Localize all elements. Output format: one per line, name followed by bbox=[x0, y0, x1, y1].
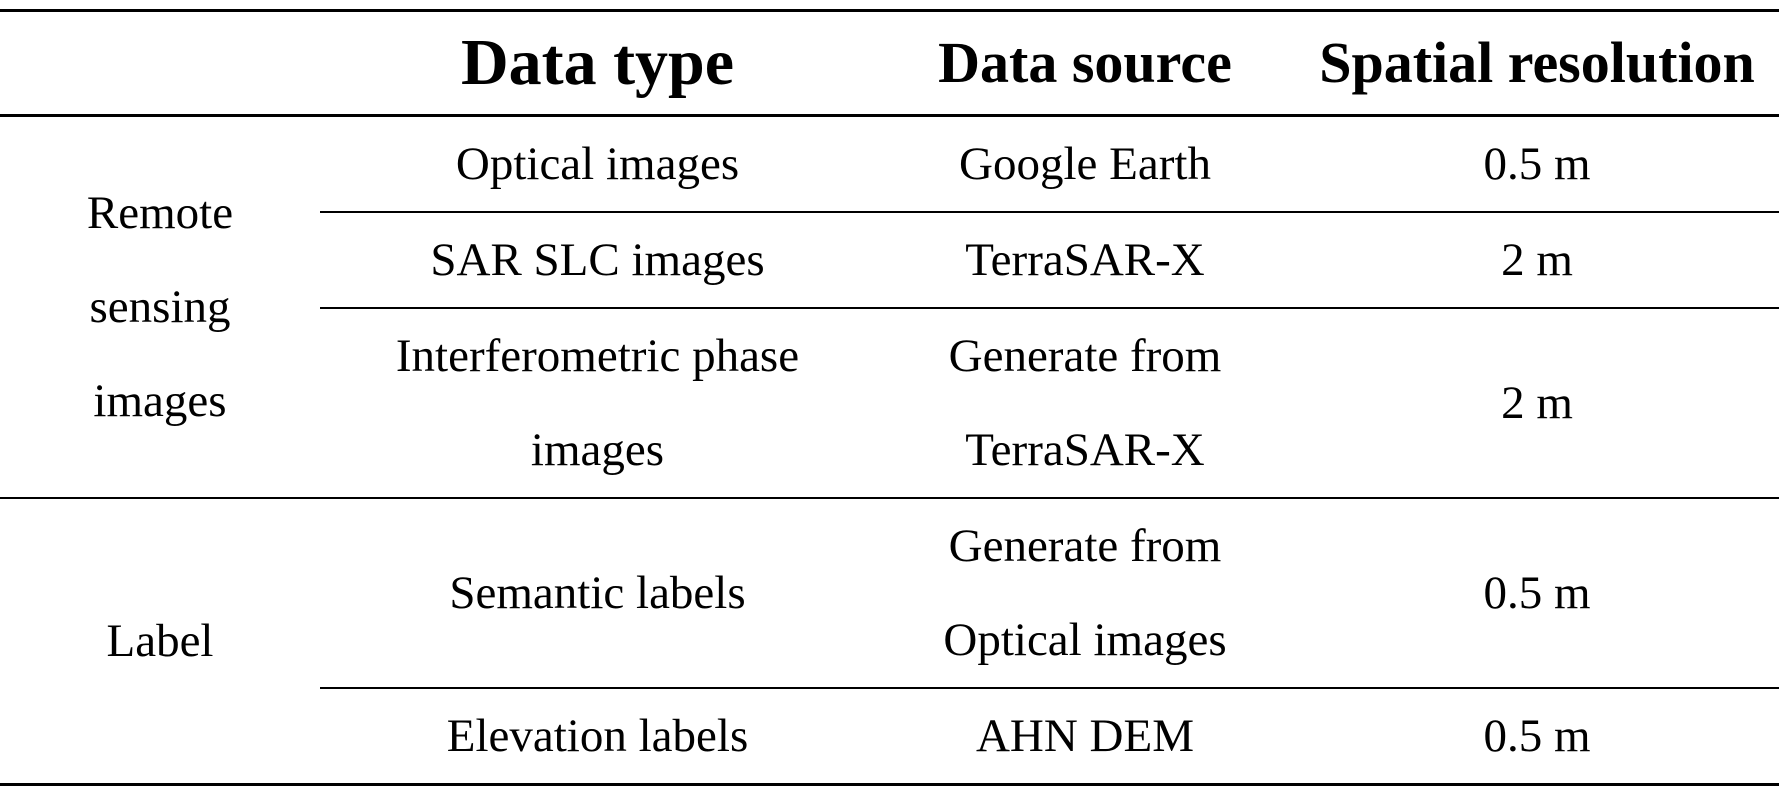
table-row: Label Semantic labels Generate from Opti… bbox=[0, 498, 1779, 689]
header-row: Data type Data source Spatial resolution bbox=[0, 11, 1779, 116]
cell-spatial-resolution: 0.5 m bbox=[1295, 115, 1779, 213]
group-label-remote-sensing: Remote sensing images bbox=[0, 115, 320, 499]
header-category bbox=[0, 11, 320, 116]
data-table: Data type Data source Spatial resolution… bbox=[0, 9, 1779, 786]
cell-spatial-resolution: 0.5 m bbox=[1295, 498, 1779, 689]
cell-line: Generate from bbox=[948, 520, 1222, 572]
group-label-line: sensing bbox=[89, 281, 231, 333]
cell-line: TerraSAR-X bbox=[965, 424, 1205, 476]
cell-data-source: Generate from Optical images bbox=[875, 498, 1295, 689]
cell-data-source: Google Earth bbox=[875, 115, 1295, 213]
group-label-line: Remote bbox=[86, 187, 234, 239]
header-spatial-resolution: Spatial resolution bbox=[1319, 30, 1755, 95]
cell-spatial-resolution: 0.5 m bbox=[1483, 710, 1591, 762]
group-label-line: Label bbox=[106, 615, 214, 667]
cell-spatial-resolution: 2 m bbox=[1295, 308, 1779, 499]
group-label-line: images bbox=[93, 375, 227, 427]
cell-data-type: Optical images bbox=[320, 115, 875, 213]
cell-spatial-resolution: 2 m bbox=[1295, 212, 1779, 309]
table-row: SAR SLC images TerraSAR-X 2 m bbox=[0, 212, 1779, 309]
table-row: Remote sensing images Optical images Goo… bbox=[0, 115, 1779, 499]
data-table-container: Data type Data source Spatial resolution… bbox=[0, 9, 1779, 786]
header-data-type: Data type bbox=[460, 26, 735, 99]
table-row: Interferometric phase images Generate fr… bbox=[0, 308, 1779, 499]
cell-data-type: SAR SLC images bbox=[320, 212, 875, 309]
cell-data-source: TerraSAR-X bbox=[875, 212, 1295, 309]
cell-data-type: Semantic labels bbox=[320, 498, 875, 689]
cell-data-type: Elevation labels bbox=[446, 710, 749, 762]
group-label-label: Label bbox=[0, 498, 320, 785]
cell-line: Generate from bbox=[948, 330, 1222, 382]
cell-data-type: Interferometric phase images bbox=[320, 308, 875, 499]
cell-data-source: AHN DEM bbox=[975, 710, 1195, 762]
cell-line: images bbox=[530, 424, 665, 476]
header-data-source: Data source bbox=[938, 30, 1232, 95]
cell-line: Interferometric phase bbox=[395, 330, 800, 382]
cell-data-source: Generate from TerraSAR-X bbox=[875, 308, 1295, 499]
cell-line: Optical images bbox=[943, 614, 1227, 666]
